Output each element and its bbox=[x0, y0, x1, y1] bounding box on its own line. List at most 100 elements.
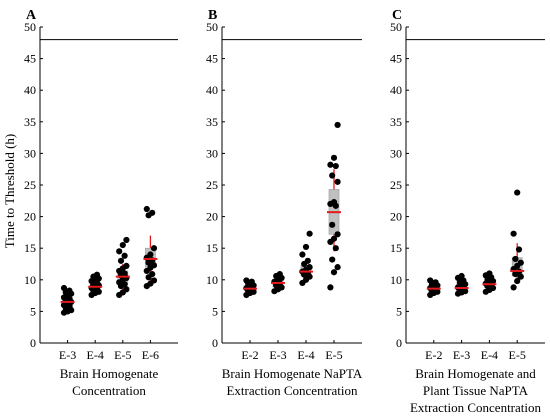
data-point bbox=[432, 279, 439, 286]
y-tick-label: 25 bbox=[390, 178, 402, 192]
data-point bbox=[427, 277, 434, 284]
data-point bbox=[60, 284, 68, 292]
y-tick-label: 0 bbox=[212, 336, 218, 350]
data-point bbox=[334, 121, 341, 129]
x-axis-label: Extraction Concentration bbox=[410, 400, 542, 415]
data-point bbox=[329, 256, 336, 263]
y-tick-label: 10 bbox=[24, 273, 36, 287]
data-point bbox=[306, 264, 313, 271]
data-point bbox=[329, 221, 336, 228]
y-tick-label: 50 bbox=[24, 20, 36, 34]
x-axis-label: Brain Homogenate NaPTA bbox=[222, 366, 363, 381]
x-tick-label: E-4 bbox=[297, 348, 314, 362]
panel-label: A bbox=[26, 8, 37, 23]
y-tick-label: 50 bbox=[206, 20, 218, 34]
y-tick-label: 5 bbox=[396, 304, 402, 318]
data-point bbox=[276, 271, 283, 278]
x-tick-label: E-5 bbox=[325, 348, 342, 362]
y-tick-label: 0 bbox=[30, 336, 36, 350]
y-tick-label: 10 bbox=[390, 273, 402, 287]
data-point bbox=[306, 230, 313, 237]
y-tick-label: 5 bbox=[30, 304, 36, 318]
data-point bbox=[248, 278, 255, 285]
data-point bbox=[334, 178, 341, 185]
panel-c: 0 5 10 15 20 25 30 35 40 45 50C E-2 E-3 E-4 E-5 Brain H… bbox=[390, 8, 545, 415]
y-tick-label: 40 bbox=[206, 83, 218, 97]
y-tick-label: 10 bbox=[206, 273, 218, 287]
y-tick-label: 30 bbox=[206, 146, 218, 160]
y-tick-label: 40 bbox=[390, 83, 402, 97]
x-axis-label: Brain Homogenate and bbox=[415, 366, 536, 381]
data-point bbox=[147, 251, 154, 258]
y-tick-label: 30 bbox=[390, 146, 402, 160]
data-point bbox=[150, 262, 158, 269]
x-tick-label: E-2 bbox=[425, 348, 442, 362]
y-tick-label: 50 bbox=[390, 20, 402, 34]
data-point bbox=[123, 262, 130, 269]
y-tick-label: 20 bbox=[390, 210, 402, 224]
panel-a: 0 5 10 15 20 25 30 35 40 45 50A E-3 E-4 E-5 E-6 Brain H… bbox=[24, 8, 178, 398]
x-axis-label: Concentration bbox=[72, 383, 146, 398]
x-axis-label: Plant Tissue NaPTA bbox=[423, 383, 529, 398]
data-point bbox=[121, 270, 128, 277]
data-point bbox=[116, 248, 123, 255]
y-tick-label: 15 bbox=[24, 241, 36, 255]
data-point bbox=[330, 198, 338, 206]
y-tick-label: 35 bbox=[24, 115, 36, 129]
y-tick-label: 5 bbox=[212, 304, 218, 318]
data-point bbox=[143, 205, 150, 213]
x-tick-label: E-2 bbox=[241, 348, 258, 362]
data-point bbox=[93, 271, 101, 278]
data-point bbox=[150, 245, 158, 252]
x-tick-label: E-4 bbox=[87, 348, 104, 362]
data-point bbox=[119, 241, 126, 249]
y-tick-label: 15 bbox=[206, 241, 218, 255]
data-point bbox=[149, 271, 156, 278]
data-point bbox=[514, 189, 521, 196]
data-point bbox=[299, 251, 306, 258]
y-tick-label: 45 bbox=[24, 52, 36, 66]
y-tick-label: 30 bbox=[24, 146, 36, 160]
data-point bbox=[330, 235, 338, 242]
data-point bbox=[327, 161, 334, 168]
data-point bbox=[332, 245, 339, 252]
data-point bbox=[327, 284, 334, 291]
x-tick-label: E-3 bbox=[269, 348, 286, 362]
panel-label: C bbox=[392, 8, 402, 23]
x-tick-label: E-4 bbox=[481, 348, 498, 362]
x-axis-label: Extraction Concentration bbox=[226, 383, 358, 398]
data-point bbox=[514, 277, 521, 285]
y-tick-label: 20 bbox=[24, 210, 36, 224]
data-point bbox=[332, 162, 339, 170]
data-point bbox=[150, 277, 158, 284]
panel-label: B bbox=[208, 8, 217, 23]
data-point bbox=[329, 172, 336, 179]
data-point bbox=[330, 154, 338, 161]
y-tick-label: 45 bbox=[390, 52, 402, 66]
data-point bbox=[458, 272, 465, 280]
y-tick-label: 20 bbox=[206, 210, 218, 224]
data-point bbox=[510, 230, 517, 237]
y-tick-label: 15 bbox=[390, 241, 402, 255]
data-point bbox=[334, 264, 341, 271]
data-point bbox=[486, 270, 493, 277]
data-point bbox=[515, 246, 523, 253]
x-tick-label: E-5 bbox=[509, 348, 526, 362]
data-point bbox=[334, 231, 341, 238]
data-point bbox=[517, 273, 524, 280]
data-point bbox=[149, 209, 156, 216]
y-axis-label: Time to Threshold (h) bbox=[2, 134, 17, 248]
data-point bbox=[302, 243, 310, 251]
data-point bbox=[66, 287, 73, 294]
data-point bbox=[510, 284, 517, 291]
x-axis-label: Brain Homogenate bbox=[60, 366, 159, 381]
data-point bbox=[517, 259, 524, 266]
panel-b: 0 5 10 15 20 25 30 35 40 45 50B E-2 E-3 E-4 E-5 Brain H… bbox=[206, 8, 363, 398]
data-point bbox=[123, 236, 130, 244]
y-tick-label: 0 bbox=[396, 336, 402, 350]
y-tick-label: 25 bbox=[24, 178, 36, 192]
data-point bbox=[304, 257, 311, 264]
y-tick-label: 25 bbox=[206, 178, 218, 192]
